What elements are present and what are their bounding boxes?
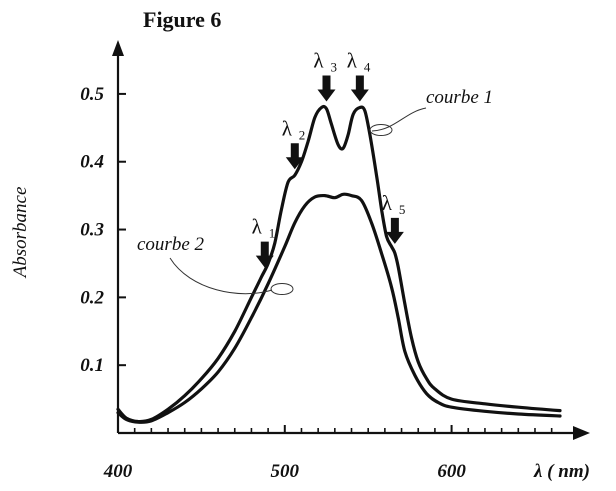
series-group bbox=[116, 104, 562, 424]
lambda-2-symbol: λ bbox=[282, 116, 293, 140]
courbe-2-marker bbox=[270, 283, 294, 295]
lambda-2-subscript: 2 bbox=[299, 127, 306, 142]
x-tick-label: 500 bbox=[271, 461, 300, 482]
y-tick-label: 0.3 bbox=[80, 220, 104, 241]
lambda-5-subscript: 5 bbox=[399, 202, 406, 217]
series-line-courbe-2 bbox=[116, 192, 562, 424]
y-tick-label: 0.1 bbox=[80, 355, 104, 376]
lambda-markers: λ 1λ 2λ 3 λ 4λ 5 bbox=[252, 48, 406, 268]
lambda-5-symbol: λ bbox=[382, 191, 393, 215]
courbe-1-label: courbe 1 bbox=[426, 87, 493, 108]
y-tick-label: 0.4 bbox=[80, 152, 104, 173]
tick-group: 0.1 0.2 0.3 0.4 0.5 400 500 600 bbox=[80, 84, 553, 482]
courbe-1-leader-line bbox=[371, 107, 427, 132]
y-tick-label: 0.5 bbox=[80, 84, 104, 105]
courbe-1-marker bbox=[369, 124, 393, 136]
lambda-3-subscript: 3 bbox=[330, 59, 337, 74]
x-axis-label: λ ( nm) bbox=[533, 461, 590, 482]
lambda-4-symbol: λ bbox=[347, 48, 358, 72]
courbe-2-label: courbe 2 bbox=[137, 234, 205, 255]
x-axis-arrow-icon bbox=[573, 426, 590, 440]
lambda-4-subscript: 4 bbox=[364, 59, 371, 74]
y-axis-label: Absorbance bbox=[10, 187, 31, 280]
lambda-3-arrow-icon bbox=[317, 75, 336, 102]
lambda-4-arrow-icon bbox=[350, 75, 369, 102]
lambda-1-symbol: λ bbox=[252, 215, 263, 239]
lambda-5-arrow-icon bbox=[385, 217, 404, 244]
lambda-3-symbol: λ bbox=[313, 48, 324, 72]
lambda-1-subscript: 1 bbox=[269, 226, 276, 241]
y-tick-label: 0.2 bbox=[80, 287, 104, 308]
y-axis-arrow-icon bbox=[112, 40, 124, 56]
lambda-2-arrow-icon bbox=[285, 143, 304, 170]
x-tick-label: 400 bbox=[103, 461, 133, 482]
chart-title: Figure 6 bbox=[143, 7, 221, 32]
courbe-2-leader-line bbox=[169, 257, 273, 295]
series-line-courbe-1 bbox=[116, 104, 562, 424]
lambda-1-arrow-icon bbox=[255, 241, 274, 268]
x-tick-label: 600 bbox=[437, 461, 466, 482]
